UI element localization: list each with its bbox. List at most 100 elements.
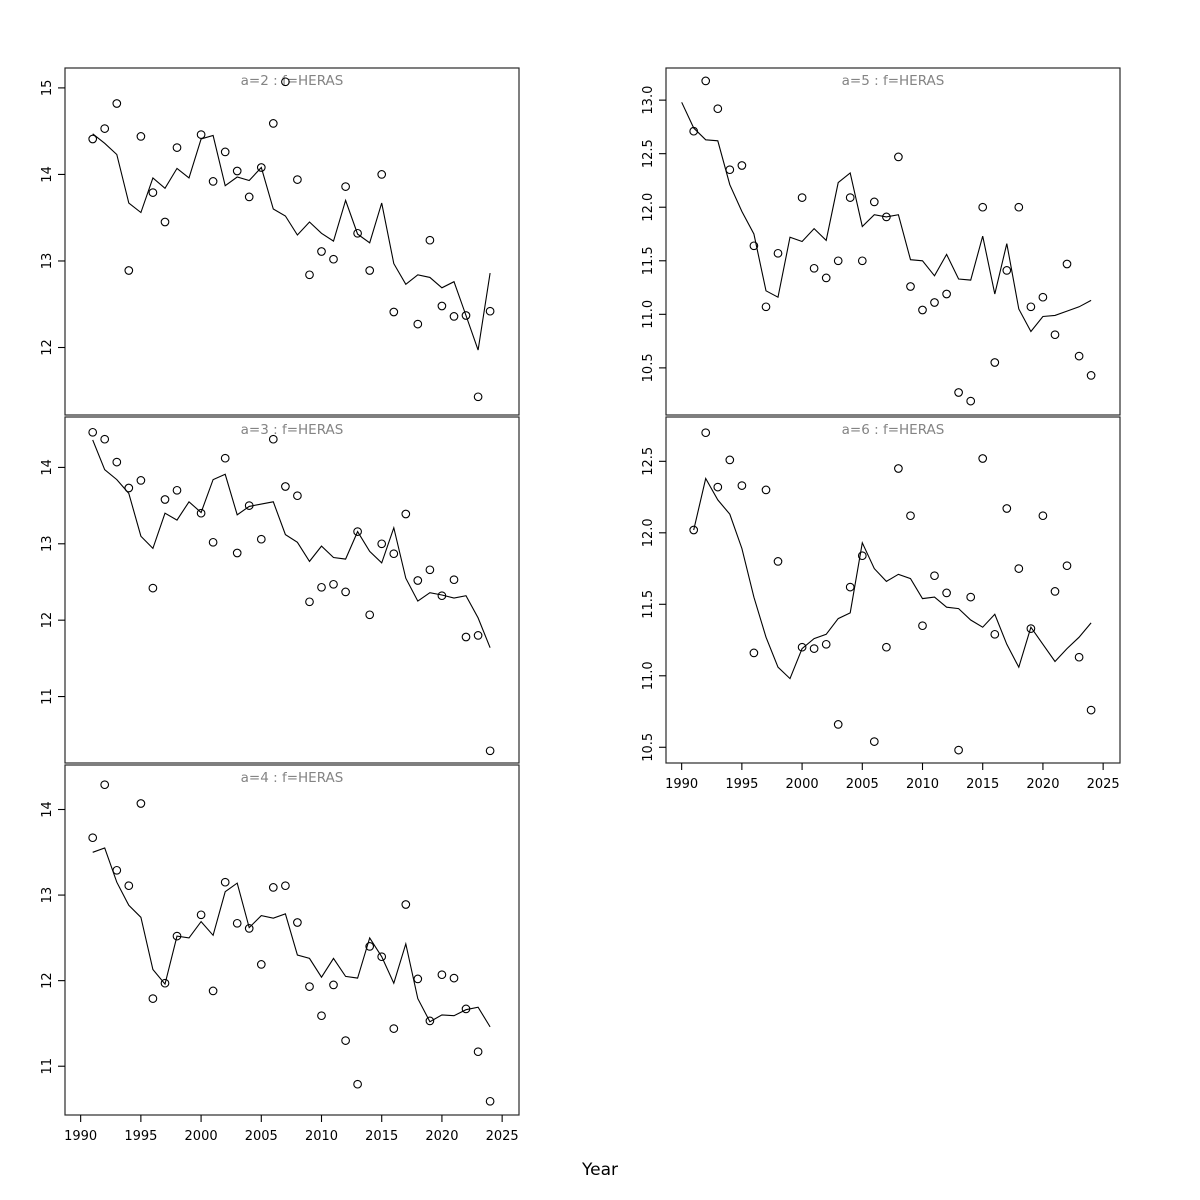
panel-a2-observed-point (281, 77, 290, 87)
panel-a4-observed-point (256, 960, 266, 969)
panel-a6-observed-point (749, 648, 759, 658)
panel-a3-observed-point (329, 579, 338, 589)
panel-a3-observed-point (293, 491, 302, 501)
panel-a4-box (64, 764, 520, 1116)
panel-a2-box (64, 67, 520, 416)
panel-a5-observed-point (894, 152, 903, 162)
panel-a5-observed-point (1026, 302, 1036, 312)
panel-a5-observed-point (689, 126, 699, 136)
panel-a5-observed-point (809, 263, 819, 273)
panel-a3-title: a=3 : f=HERAS (241, 422, 344, 438)
x-tick-label: 2020 (425, 1129, 458, 1144)
y-tick-label: 11 (40, 1058, 55, 1075)
panel-a4-observed-point (160, 978, 170, 988)
panel-a6-fitted-line (693, 477, 1092, 680)
y-tick-label: 11.0 (641, 300, 656, 329)
panel-a2-observed-point (208, 177, 218, 186)
panel-a6-observed-point (845, 582, 855, 592)
panel-a2-observed-point (365, 266, 375, 275)
panel-a6-observed-point (821, 639, 831, 649)
panel-a4-observed-point (172, 931, 182, 941)
panel-a6-observed-point (809, 644, 819, 653)
x-tick-label: 2015 (966, 777, 999, 792)
panel-a2-observed-point (305, 270, 314, 280)
panel-a4-observed-point (232, 918, 242, 928)
panel-a3-observed-point (413, 576, 423, 585)
panel-a6: a=6 : f=HERAS 10.5 11.0 11.5 12.0 12.5 1990 199… (641, 416, 1121, 792)
panel-a6-observed-point (773, 557, 783, 566)
panel-a4-observed-point (425, 1016, 435, 1026)
panel-a4-observed-point (305, 982, 314, 991)
panel-a5-observed-point (1062, 259, 1072, 269)
panel-a6-observed-point (725, 455, 735, 465)
panel-a6-observed-point (978, 454, 988, 463)
panel-a2-observed-point (437, 301, 447, 311)
panel-a3-observed-point (208, 537, 218, 547)
panel-a5-observed-point (725, 165, 735, 175)
panel-a5-observed-point (833, 256, 843, 266)
panel-a4-observed-point (413, 974, 423, 984)
y-tick-label: 13 (40, 253, 55, 270)
panel-a4-observed-point (88, 833, 98, 843)
panel-a2-observed-point (317, 247, 326, 256)
panel-a5-observed-point (713, 104, 723, 114)
panel-a3-observed-point (196, 508, 206, 518)
panel-a3-observed-point (473, 631, 483, 640)
panel-a6-observed-point (869, 737, 879, 746)
x-tick-label: 1995 (124, 1129, 157, 1144)
panel-a4-observed-point (281, 881, 290, 891)
panel-a6-observed-point (1014, 564, 1024, 573)
panel-a3-observed-point (88, 427, 98, 437)
panel-a3-observed-point (341, 587, 350, 597)
panel-a4-title: a=4 : f=HERAS (241, 770, 344, 786)
x-tick-label: 1990 (665, 777, 698, 792)
y-tick-label: 12.5 (641, 139, 656, 168)
panel-a6-observed-point (942, 588, 951, 598)
panel-a2-observed-point (473, 392, 483, 402)
x-tick-label: 2010 (906, 777, 939, 792)
panel-a3-observed-point (160, 495, 170, 504)
y-tick-label: 15 (40, 80, 55, 97)
panel-a6-observed-point (930, 571, 939, 581)
panel-a2-observed-point (413, 319, 423, 329)
panel-a5-observed-point (1002, 266, 1012, 275)
panel-a2: a=2 : f=HERAS 12 13 14 15 (40, 67, 520, 416)
panel-a3-observed-point (112, 457, 122, 467)
panel-a4-observed-point (449, 973, 459, 983)
x-tick-label: 2025 (486, 1129, 519, 1144)
panel-a5-observed-point (954, 388, 963, 397)
panel-a2-observed-point (112, 99, 122, 108)
panel-a2-observed-point (329, 254, 338, 264)
panel-a4-observed-point (401, 900, 411, 909)
y-tick-label: 14 (40, 801, 55, 818)
panel-a6-title: a=6 : f=HERAS (842, 422, 945, 438)
panel-a2-observed-point (425, 235, 435, 245)
panel-a4-observed-point (485, 1096, 495, 1106)
panel-a4-observed-point (329, 980, 338, 990)
panel-a4-observed-point (293, 918, 302, 927)
panel-a5-observed-point (845, 193, 855, 202)
panel-a3-observed-point (281, 482, 290, 491)
panel-a4-observed-point (136, 799, 146, 808)
panel-a4-observed-point (473, 1047, 483, 1057)
panel-a6-observed-point (1002, 504, 1012, 513)
y-tick-label: 14 (40, 459, 55, 476)
panel-a2-observed-point (100, 124, 110, 133)
panel-a5-observed-point (869, 197, 879, 207)
panel-a5-observed-point (1074, 351, 1084, 361)
panel-a5-fitted-line (681, 102, 1092, 333)
panel-a6-observed-point (906, 511, 915, 521)
panel-a4-observed-point (268, 883, 278, 892)
panel-a4-observed-point (196, 910, 206, 920)
x-tick-label: 1990 (64, 1129, 97, 1144)
panel-a3-fitted-line (92, 439, 491, 648)
x-tick-label: 2000 (185, 1129, 218, 1144)
panel-a2-observed-point (172, 143, 182, 152)
panel-a3-observed-point (124, 483, 134, 493)
panel-a3-observed-point (136, 476, 146, 485)
panel-a6-observed-point (701, 428, 711, 438)
panel-a6-observed-point (954, 745, 963, 755)
panel-a5-observed-point (1050, 330, 1060, 340)
